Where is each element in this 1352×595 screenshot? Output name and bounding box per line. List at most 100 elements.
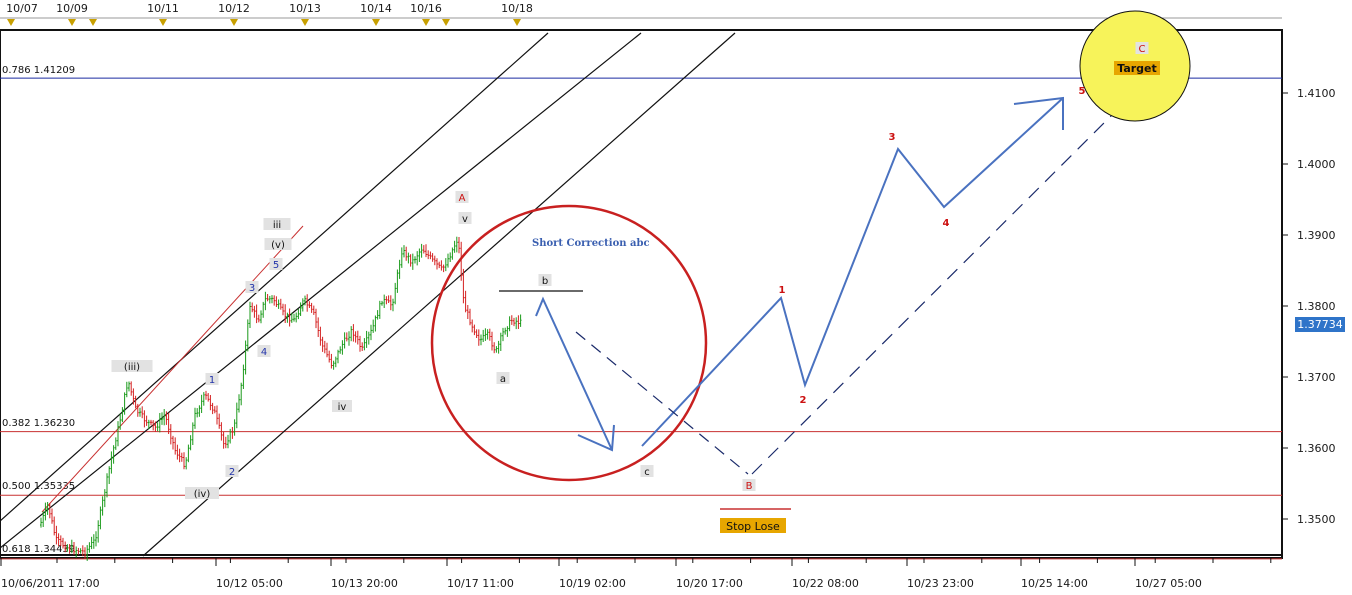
short-correction-label: Short Correction abc — [532, 238, 650, 249]
target-box — [1114, 61, 1160, 75]
wave-label-box — [640, 465, 654, 477]
wave-label: iii — [273, 220, 281, 231]
top-axis-marker — [301, 19, 309, 26]
wave-label: B — [746, 481, 753, 492]
x-tick-label: 10/13 20:00 — [331, 577, 398, 590]
fib-level-label: 0.618 1.34439 — [2, 544, 75, 555]
dashed-line-to-B — [575, 331, 749, 475]
top-axis-marker — [513, 19, 521, 26]
top-tick-label: 10/16 — [410, 2, 442, 15]
top-axis-marker — [442, 19, 450, 26]
x-tick-label: 10/23 23:00 — [907, 577, 974, 590]
wave-labels: (iii) (iv) (v) iii iv v 1 2 3 4 5 a b c A B C 1 2 3 4 5 — [111, 42, 1149, 500]
wave-label-box — [225, 465, 239, 477]
wave-label: 1 — [209, 375, 215, 386]
channel-line-3 — [142, 32, 736, 557]
wave-label-box — [496, 372, 510, 384]
candlesticks — [40, 236, 522, 561]
wave-label: (v) — [271, 240, 285, 251]
wave-label-box — [742, 479, 756, 491]
y-tick-label: 1.3800 — [1297, 300, 1336, 313]
wave-label: iv — [338, 402, 347, 413]
projection-wave-label: 1 — [779, 285, 786, 296]
projection-wave-label: 2 — [800, 395, 807, 406]
projection-paths — [499, 96, 1131, 510]
x-tick-label: 10/06/2011 17:00 — [1, 577, 100, 590]
wave-label: 3 — [249, 283, 255, 294]
projection-c-arrowhead — [577, 424, 615, 452]
fib-level-label: 0.786 1.41209 — [2, 65, 75, 76]
top-axis-marker — [230, 19, 238, 26]
top-tick-label: 10/09 — [56, 2, 88, 15]
top-time-axis: 10/07 10/09 10/11 10/12 10/13 10/14 10/16 10/18 — [6, 2, 533, 26]
projection-wave-path — [641, 97, 1064, 447]
stop-lose-box — [720, 518, 786, 533]
wave-label: (iii) — [124, 362, 140, 373]
wave-label-box — [455, 191, 469, 203]
x-tick-label: 10/17 11:00 — [447, 577, 514, 590]
wave-label: a — [500, 374, 506, 385]
x-tick-label: 10/27 05:00 — [1135, 577, 1202, 590]
top-tick-label: 10/11 — [147, 2, 179, 15]
wave-label: A — [459, 193, 466, 204]
wave-label-box — [269, 258, 283, 270]
top-axis-marker — [7, 19, 15, 26]
top-tick-label: 10/18 — [501, 2, 533, 15]
x-tick-label: 10/22 08:00 — [792, 577, 859, 590]
top-axis-marker — [68, 19, 76, 26]
y-tick-label: 1.3500 — [1297, 513, 1336, 526]
y-tick-label: 1.3900 — [1297, 229, 1336, 242]
y-tick-label: 1.4100 — [1297, 87, 1336, 100]
top-tick-label: 10/13 — [289, 2, 321, 15]
wave-label-box — [185, 487, 219, 499]
wave-label: 2 — [229, 467, 235, 478]
wave-label-box — [538, 274, 552, 286]
top-axis-marker — [159, 19, 167, 26]
top-axis-marker — [89, 19, 97, 26]
target-label: Target — [1117, 62, 1157, 75]
wave-label: (iv) — [194, 489, 211, 500]
projection-wave-arrowhead — [1013, 96, 1064, 130]
wave-label-box — [263, 218, 291, 230]
x-tick-label: 10/12 05:00 — [216, 577, 283, 590]
x-tick-label: 10/19 02:00 — [559, 577, 626, 590]
channel-line-2 — [0, 32, 642, 549]
wave-label-box — [332, 400, 352, 412]
y-axis: 1.3500 1.3600 1.3700 1.3800 1.3900 1.4000 1.41… — [1282, 87, 1336, 526]
wave-label-box — [458, 212, 472, 224]
plot-frame — [0, 29, 1283, 559]
projection-wave-label: 3 — [889, 132, 896, 143]
red-trend-line — [41, 225, 304, 513]
top-tick-label: 10/12 — [218, 2, 250, 15]
channel-line-1 — [0, 32, 549, 522]
top-tick-label: 10/07 — [6, 2, 38, 15]
x-tick-label: 10/20 17:00 — [676, 577, 743, 590]
wave-label-box — [205, 373, 219, 385]
wave-label: 4 — [261, 347, 267, 358]
y-tick-label: 1.3600 — [1297, 442, 1336, 455]
wave-label: 5 — [273, 260, 279, 271]
stop-lose-label: Stop Lose — [726, 520, 780, 533]
wave-label-box — [111, 360, 153, 372]
x-axis: 10/06/2011 17:00 10/12 05:00 10/13 20:00 10… — [0, 558, 1272, 590]
top-tick-label: 10/14 — [360, 2, 392, 15]
y-tick-label: 1.4000 — [1297, 158, 1336, 171]
x-tick-label: 10/25 14:00 — [1021, 577, 1088, 590]
projection-c-path — [535, 296, 613, 451]
top-axis-marker — [372, 19, 380, 26]
wave-label-box — [257, 345, 271, 357]
y-tick-label: 1.3700 — [1297, 371, 1336, 384]
projection-wave-label: 5 — [1079, 86, 1086, 97]
fib-level-label: 0.382 1.36230 — [2, 418, 75, 429]
wave-label-box — [245, 281, 259, 293]
dashed-line-to-C — [751, 96, 1131, 475]
top-axis-marker — [422, 19, 430, 26]
channel-lines — [0, 32, 736, 557]
wave-label-box — [1135, 42, 1149, 54]
wave-label: v — [462, 214, 468, 225]
wave-label: b — [542, 276, 548, 287]
projection-wave-label: 4 — [943, 218, 950, 229]
current-price-box — [1295, 317, 1345, 332]
